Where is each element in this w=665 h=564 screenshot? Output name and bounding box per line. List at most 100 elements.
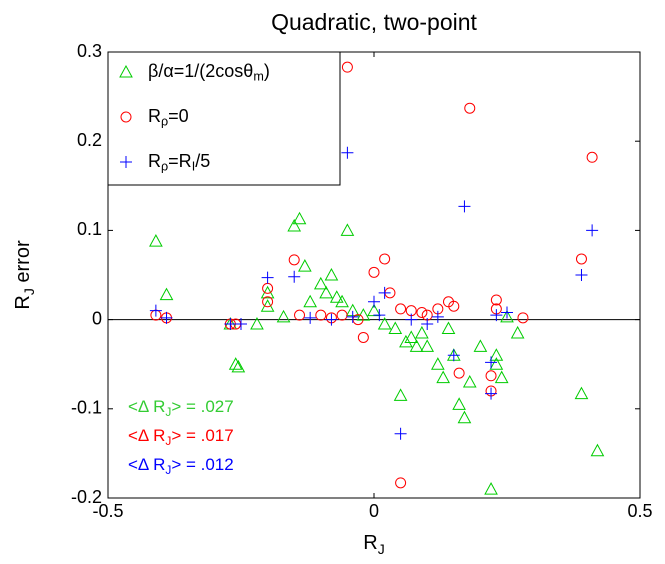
annotation: <Δ RJ> = .012 xyxy=(128,455,234,477)
circle-marker xyxy=(416,306,428,318)
triangle-marker xyxy=(319,285,333,299)
y-tick-label: 0 xyxy=(92,308,102,328)
plus-marker xyxy=(341,146,354,159)
triangle-marker xyxy=(484,482,498,495)
circle-marker xyxy=(315,309,327,321)
plus-marker xyxy=(160,311,173,324)
legend-label-part: R xyxy=(148,106,161,126)
triangle-marker xyxy=(473,339,488,352)
legend-label-part: ρ xyxy=(161,115,168,129)
y-tick-label: 0.1 xyxy=(77,219,102,239)
x-axis-label-part: R xyxy=(363,532,377,554)
triangle-marker xyxy=(228,357,243,370)
annotation: <Δ RJ> = .017 xyxy=(128,426,234,448)
triangle-marker xyxy=(313,276,328,290)
triangle-marker xyxy=(462,374,477,388)
circle-marker xyxy=(368,266,380,278)
plus-marker xyxy=(346,310,359,323)
legend-label: Rρ=RI/5 xyxy=(148,151,210,174)
triangle-marker xyxy=(367,303,381,317)
plus-marker xyxy=(224,318,237,331)
triangle-marker xyxy=(276,309,291,323)
legend-label-part: R xyxy=(148,151,161,171)
circle-marker xyxy=(294,309,306,321)
annotation-part: <Δ R xyxy=(128,426,165,445)
y-tick-label: 0.2 xyxy=(77,130,102,150)
triangle-marker xyxy=(494,370,509,384)
plus-marker xyxy=(431,310,444,323)
plus-marker xyxy=(261,271,274,284)
circle-marker xyxy=(453,367,465,379)
circle-marker xyxy=(341,61,353,73)
legend-label-part: ) xyxy=(264,61,270,81)
plus-marker xyxy=(458,200,471,213)
triangle-marker xyxy=(388,321,403,335)
x-axis-label-part: J xyxy=(378,541,385,557)
triangle-marker xyxy=(119,64,133,78)
plus-marker xyxy=(288,270,301,283)
triangle-marker xyxy=(574,386,589,400)
circle-marker xyxy=(485,370,497,382)
annotation-part: J xyxy=(165,405,171,419)
legend-label: Rρ=0 xyxy=(148,106,189,129)
plus-marker xyxy=(575,269,588,281)
x-tick-label: -0.5 xyxy=(92,501,123,521)
plus-marker xyxy=(373,309,386,322)
annotation-part: > = .027 xyxy=(171,397,233,416)
circle-marker xyxy=(448,300,460,312)
plus-marker xyxy=(304,311,317,324)
y-axis-label-part: error xyxy=(12,240,34,288)
triangle-marker xyxy=(590,443,605,457)
triangle-marker xyxy=(452,397,466,410)
x-tick-label: 0 xyxy=(369,501,379,521)
x-tick-label: 0.5 xyxy=(627,501,652,521)
circle-marker xyxy=(288,254,300,266)
triangle-marker xyxy=(510,325,525,339)
y-tick-label: 0.3 xyxy=(77,41,102,61)
circle-marker xyxy=(379,253,391,265)
circle-marker xyxy=(395,477,407,489)
triangle-marker xyxy=(250,317,264,330)
circle-marker xyxy=(395,303,407,315)
triangle-marker xyxy=(393,388,408,401)
triangle-marker xyxy=(292,211,307,225)
triangle-marker xyxy=(287,218,302,232)
triangle-marker xyxy=(329,290,344,303)
plus-marker xyxy=(378,286,391,299)
legend-label-part: =0 xyxy=(168,106,189,126)
legend-box xyxy=(107,51,341,186)
plus-marker xyxy=(485,356,498,369)
triangle-marker xyxy=(436,370,451,384)
plus-marker xyxy=(586,224,599,237)
triangle-marker xyxy=(500,309,514,323)
plus-marker xyxy=(120,156,132,168)
chart-title: Quadratic, two-point xyxy=(271,9,477,35)
plus-marker xyxy=(368,295,380,308)
triangle-marker xyxy=(297,259,312,272)
y-tick-label: -0.2 xyxy=(71,487,102,507)
triangle-marker xyxy=(489,357,504,370)
circle-marker xyxy=(336,309,348,321)
triangle-marker xyxy=(324,267,339,281)
plus-marker xyxy=(405,313,418,326)
triangle-marker xyxy=(149,234,163,247)
y-tick-label: -0.1 xyxy=(71,398,102,418)
triangle-marker xyxy=(415,325,429,339)
triangle-marker xyxy=(335,294,349,308)
triangle-marker xyxy=(303,294,318,308)
annotation-part: > = .012 xyxy=(171,455,233,474)
triangle-marker xyxy=(377,317,392,330)
plus-marker xyxy=(501,306,513,319)
legend-label-part: I xyxy=(192,160,196,174)
triangle-marker xyxy=(457,410,472,424)
annotation-part: <Δ R xyxy=(128,397,165,416)
y-axis-label-part: J xyxy=(21,288,37,295)
y-axis-label-part: R xyxy=(12,295,34,309)
triangle-marker xyxy=(441,321,456,335)
annotation-part: J xyxy=(165,463,171,477)
circle-marker xyxy=(575,253,587,265)
legend-label-part: /5 xyxy=(195,151,210,171)
circle-marker xyxy=(586,151,598,163)
triangle-marker xyxy=(420,339,435,352)
plus-marker xyxy=(235,318,247,331)
